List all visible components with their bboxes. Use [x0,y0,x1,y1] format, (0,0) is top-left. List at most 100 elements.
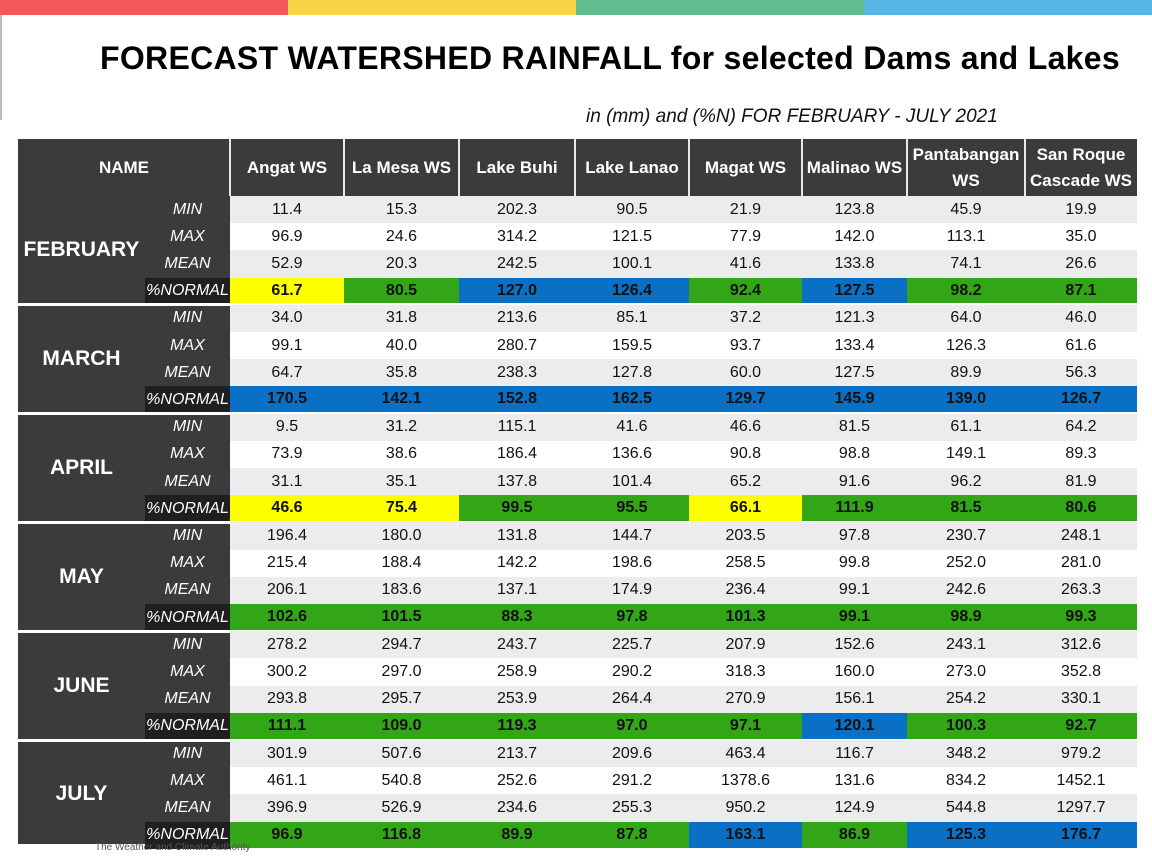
value-cell: 127.5 [802,359,907,387]
page-title: FORECAST WATERSHED RAINFALL for selected… [100,40,1120,76]
value-cell: 96.9 [230,223,344,251]
value-cell: 40.0 [344,332,459,360]
value-cell: 52.9 [230,250,344,278]
value-cell: 142.2 [459,549,575,577]
value-cell: 56.3 [1025,359,1137,387]
value-cell: 90.5 [575,196,689,224]
percent-normal-cell: 80.6 [1025,495,1137,522]
header-column-label: Magat WS [705,155,786,181]
month-label: MARCH [42,347,121,371]
value-cell: 97.8 [802,522,907,550]
value-cell: 89.3 [1025,440,1137,468]
header-line1: Magat WS [704,157,787,177]
percent-normal-cell: 152.8 [459,386,575,413]
month-label: JULY [55,782,108,806]
header-line1: Angat WS [246,157,328,177]
percent-normal-cell: 125.3 [907,821,1025,848]
value-cell: 242.5 [459,250,575,278]
value-cell: 202.3 [459,196,575,224]
header-line1: Malinao WS [806,157,903,177]
value-cell: 99.1 [802,576,907,604]
header-column: Malinao WS [802,139,907,196]
value-cell: 99.1 [230,332,344,360]
value-cell: 20.3 [344,250,459,278]
value-cell: 156.1 [802,685,907,713]
value-cell: 144.7 [575,522,689,550]
row-label: MIN [172,744,203,762]
row-label: MAX [170,336,205,354]
value-cell: 234.6 [459,794,575,822]
value-cell: 121.3 [802,304,907,332]
value-cell: 507.6 [344,740,459,768]
value-cell: 65.2 [689,468,802,496]
header-column-label: Angat WS [247,155,327,181]
value-cell: 198.6 [575,549,689,577]
value-cell: 136.6 [575,440,689,468]
row-label: MIN [172,635,203,653]
percent-normal-cell: 98.2 [907,277,1025,304]
value-cell: 297.0 [344,658,459,686]
value-cell: 142.0 [802,223,907,251]
percent-normal-cell: 129.7 [689,386,802,413]
percent-normal-cell: 139.0 [907,386,1025,413]
value-cell: 258.9 [459,658,575,686]
row-label: MEAN [164,472,211,490]
percent-normal-cell: 162.5 [575,386,689,413]
row-label: MAX [170,227,205,245]
value-cell: 295.7 [344,685,459,713]
value-cell: 255.3 [575,794,689,822]
value-cell: 37.2 [689,304,802,332]
value-cell: 264.4 [575,685,689,713]
percent-normal-cell: 75.4 [344,495,459,522]
row-label: %NORMAL [145,821,230,849]
value-cell: 15.3 [344,196,459,224]
percent-normal-cell: 170.5 [230,386,344,413]
value-cell: 64.2 [1025,413,1137,441]
percent-normal-cell: 89.9 [459,821,575,848]
value-cell: 270.9 [689,685,802,713]
percent-normal-cell: 101.5 [344,604,459,631]
percent-normal-cell: 126.7 [1025,386,1137,413]
header-column-label: San Roque Cascade WS [1030,142,1132,194]
value-cell: 31.8 [344,304,459,332]
value-cell: 159.5 [575,332,689,360]
value-cell: 540.8 [344,767,459,795]
page-subtitle: in (mm) and (%N) FOR FEBRUARY - JULY 202… [586,106,998,127]
percent-normal-cell: 101.3 [689,604,802,631]
header-column-label: Malinao WS [807,155,902,181]
percent-normal-cell: 111.1 [230,712,344,739]
value-cell: 252.0 [907,549,1025,577]
value-cell: 254.2 [907,685,1025,713]
percent-normal-cell: 92.4 [689,277,802,304]
top-color-segment [288,0,576,15]
value-cell: 115.1 [459,413,575,441]
value-cell: 396.9 [230,794,344,822]
percent-normal-cell: 102.6 [230,604,344,631]
value-cell: 203.5 [689,522,802,550]
row-label: MEAN [164,690,211,708]
header-separator [688,139,690,196]
value-cell: 99.8 [802,549,907,577]
header-line1: San Roque [1036,144,1126,164]
value-cell: 188.4 [344,549,459,577]
value-cell: 131.6 [802,767,907,795]
value-cell: 248.1 [1025,522,1137,550]
row-label: MEAN [164,363,211,381]
value-cell: 96.2 [907,468,1025,496]
value-cell: 61.1 [907,413,1025,441]
value-cell: 215.4 [230,549,344,577]
header-column-label: Lake Lanao [585,155,679,181]
header-line1: Lake Lanao [585,157,679,177]
value-cell: 318.3 [689,658,802,686]
value-cell: 113.1 [907,223,1025,251]
percent-normal-cell: 100.3 [907,712,1025,739]
percent-normal-cell: 99.1 [802,604,907,631]
header-separator [574,139,576,196]
value-cell: 526.9 [344,794,459,822]
value-cell: 90.8 [689,440,802,468]
percent-normal-cell: 46.6 [230,495,344,522]
value-cell: 21.9 [689,196,802,224]
header-name: NAME [98,157,150,177]
percent-normal-cell: 99.3 [1025,604,1137,631]
value-cell: 46.6 [689,413,802,441]
